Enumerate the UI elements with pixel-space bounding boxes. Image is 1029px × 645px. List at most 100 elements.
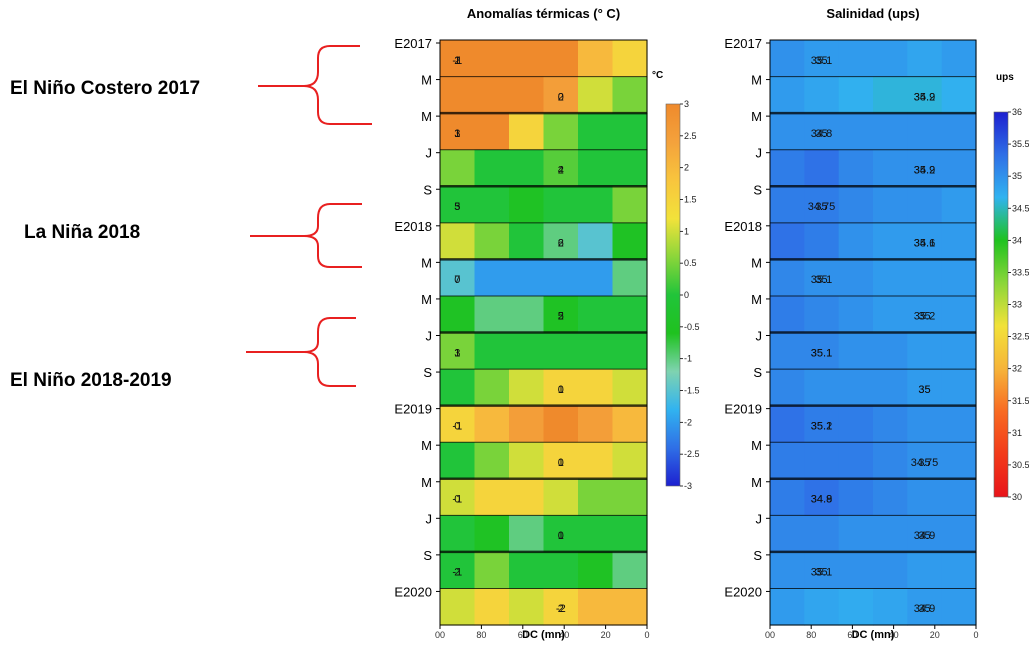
heatmap-cell <box>578 332 614 370</box>
heatmap-cell <box>578 405 614 443</box>
heatmap-cell <box>440 588 476 626</box>
heatmap-cell <box>838 295 874 334</box>
heatmap-cell <box>838 76 874 114</box>
annotation-la-nina-2018: La Niña 2018 <box>24 222 141 243</box>
heatmap-cell <box>873 515 908 553</box>
heatmap-cell <box>838 332 874 370</box>
y-tick-label: S <box>423 182 432 197</box>
heatmap-cell <box>941 332 977 370</box>
heatmap-cell <box>474 186 510 224</box>
heatmap-cell <box>612 515 648 553</box>
heatmap-cell <box>873 259 908 297</box>
heatmap-cell <box>770 551 805 590</box>
y-tick-label: M <box>751 438 762 453</box>
y-tick-label: E2020 <box>394 584 432 599</box>
colorbar-tick-label: 33.5 <box>1012 267 1029 277</box>
y-tick-label: M <box>751 292 762 307</box>
heatmap-cell <box>474 259 510 297</box>
y-tick-label: M <box>421 109 432 124</box>
heatmap-cell <box>612 149 648 187</box>
contour-label: 35 <box>815 128 827 140</box>
heatmap-cell <box>770 149 805 187</box>
heatmap-cell <box>578 369 614 407</box>
heatmap-cell <box>474 40 510 78</box>
plot-frame <box>769 39 977 626</box>
colorbar-tick-label: 34 <box>1012 235 1022 245</box>
contour-label: 35 <box>918 311 930 323</box>
colorbar-tick-label: 2.5 <box>684 131 697 141</box>
heatmap-cell <box>873 295 908 334</box>
heatmap-cell <box>941 295 977 334</box>
heatmap-cell <box>612 259 648 297</box>
contour-label: 35 <box>918 457 930 469</box>
heatmap-cell <box>440 186 476 224</box>
heatmap-cell <box>907 222 943 260</box>
heatmap-cell <box>907 76 943 114</box>
heatmap-cell <box>941 186 977 224</box>
heatmap-cell <box>440 551 476 590</box>
heatmap-cell <box>543 186 579 224</box>
heatmap-cell <box>941 442 977 480</box>
heatmap-cell <box>838 551 874 590</box>
heatmap-cell <box>543 551 579 590</box>
contour-label: 35.1 <box>914 238 935 250</box>
heatmap-cell <box>440 405 476 443</box>
heatmap-cell <box>578 186 614 224</box>
contour-label: 5 <box>558 311 564 323</box>
heatmap-cell <box>543 113 579 151</box>
heatmap-cell <box>941 478 977 516</box>
y-tick-label: E2018 <box>394 219 432 234</box>
heatmap-cell <box>474 222 510 260</box>
contour-label: 35 <box>815 55 827 67</box>
colorbar-tick-label: 0 <box>684 290 689 300</box>
heatmap-cell <box>543 259 579 297</box>
contour-label: 3 <box>454 128 460 140</box>
heatmap-cell <box>612 113 648 151</box>
contour-label: 4 <box>558 165 564 177</box>
contour-label: 0 <box>454 420 460 432</box>
heatmap-cell <box>770 588 805 626</box>
heatmap-cell <box>907 551 943 590</box>
colorbar-tick-label: 30 <box>1012 492 1022 502</box>
contour-label: -1 <box>452 55 462 67</box>
heatmap-cell <box>907 295 943 334</box>
contour-label: 5 <box>454 201 460 213</box>
heatmap-cell <box>804 259 840 297</box>
temperature-anomaly-panel: 12345675310100-1-2-1012320210-10-11222An… <box>394 6 699 641</box>
heatmap-cell <box>873 588 908 626</box>
heatmap-cell <box>474 405 510 443</box>
heatmap-cell <box>578 515 614 553</box>
heatmap-cell <box>509 588 545 626</box>
contour-label: 3 <box>454 347 460 359</box>
heatmap-cell <box>873 369 908 407</box>
contour-label: 2 <box>558 165 564 177</box>
y-tick-label: J <box>426 146 433 161</box>
colorbar-tick-label: 35.5 <box>1012 139 1029 149</box>
contour-label: 34.9 <box>914 530 935 542</box>
heatmap-cell <box>941 588 977 626</box>
heatmap-cell <box>770 295 805 334</box>
heatmap-cell <box>543 588 579 626</box>
heatmap-cell <box>509 442 545 480</box>
contour-label: 35 <box>815 274 827 286</box>
heatmap-cell <box>804 405 840 443</box>
heatmap-cell <box>770 515 805 553</box>
brackets <box>246 45 372 387</box>
heatmap-cell <box>907 369 943 407</box>
heatmap-cell <box>543 76 579 114</box>
heatmap-cell <box>804 113 840 151</box>
heatmap-cell <box>612 186 648 224</box>
heatmap-cell <box>509 405 545 443</box>
heatmap-cell <box>474 442 510 480</box>
contour-label: 35 <box>815 567 827 579</box>
heatmap-cell <box>804 369 840 407</box>
heatmap-cell <box>578 551 614 590</box>
heatmap-cell <box>838 149 874 187</box>
contour-label: 3 <box>454 201 460 213</box>
y-tick-label: M <box>421 255 432 270</box>
heatmap-cell <box>838 186 874 224</box>
heatmap-cell <box>873 149 908 187</box>
contour-label: 0 <box>454 274 460 286</box>
heatmap-cell <box>804 515 840 553</box>
heatmap-cell <box>804 149 840 187</box>
